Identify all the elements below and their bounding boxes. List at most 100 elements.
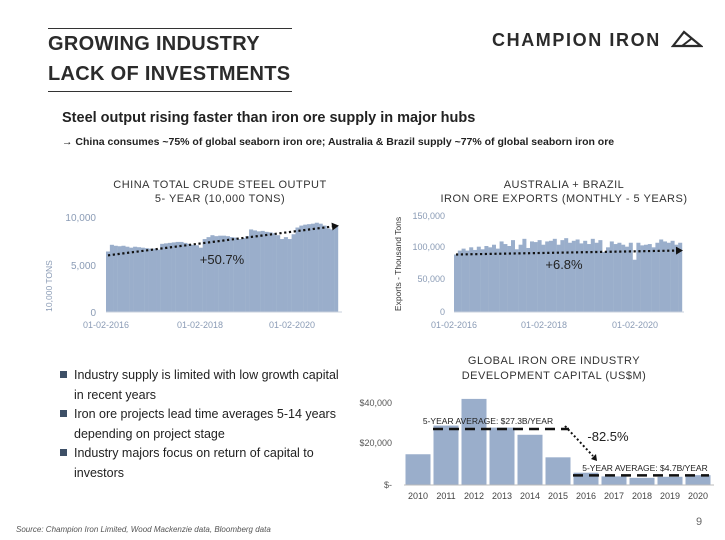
chart1-bar — [171, 242, 176, 312]
chart1-bar — [222, 235, 227, 312]
chart1-bar — [125, 246, 130, 312]
chart1-bar — [133, 246, 138, 312]
chart2-bar — [473, 249, 477, 312]
chart2-bar — [549, 240, 553, 312]
chart1-bar — [322, 225, 327, 312]
chart1-title: CHINA TOTAL CRUDE STEEL OUTPUT — [113, 179, 326, 191]
chart2-bar — [503, 244, 508, 312]
chart3-bar — [517, 434, 543, 485]
page-title-line-2: LACK OF INVESTMENTS — [48, 63, 291, 85]
chart3-xtick: 2010 — [408, 491, 428, 501]
chart1-bar — [229, 237, 234, 312]
chart1-bar — [264, 231, 269, 312]
chart3-bar — [461, 398, 487, 485]
chart1-bar — [268, 232, 273, 312]
chart1-subtitle: 5- YEAR (10,000 TONS) — [155, 193, 285, 205]
chart2-bar — [632, 259, 637, 312]
bullet-item: Industry majors focus on return of capit… — [60, 444, 340, 483]
chart1-bar — [330, 229, 335, 312]
chart2-bar — [545, 241, 550, 312]
chart1-bar — [245, 236, 250, 312]
logo-text: CHAMPION IRON — [492, 30, 661, 50]
chart2-bar — [480, 249, 485, 312]
chart1-bar — [121, 245, 126, 312]
chart3-avg1-label: 5-YEAR AVERAGE: $27.3B/YEAR — [423, 416, 553, 426]
chart2-bar — [659, 239, 664, 312]
chart1-bar — [233, 237, 238, 312]
chart3-annotation: -82.5% — [587, 429, 629, 444]
chart2-bar — [522, 238, 527, 312]
chart1-bar — [280, 239, 285, 312]
bullet-text: Industry majors focus on return of capit… — [74, 446, 314, 480]
subheadline: → China consumes ~75% of global seaborn … — [62, 136, 615, 148]
chart2-bar — [552, 238, 557, 312]
bullet-item: Iron ore projects lead time averages 5-1… — [60, 405, 340, 444]
chart3-decline-arrowhead — [591, 454, 597, 461]
chart2-ylabel: Exports - Thousand Tons — [393, 217, 403, 311]
chart1-bar — [241, 238, 246, 312]
chart2-ytick-0: 0 — [440, 307, 445, 317]
chart1-bar — [164, 243, 169, 312]
chart2-bar — [476, 246, 481, 312]
chart3-xtick: 2018 — [632, 491, 652, 501]
chart3-ytick-1: $20,000 — [359, 438, 392, 448]
chart1-xtick-1: 01-02-2018 — [177, 320, 223, 330]
chart1-bar — [194, 245, 199, 312]
chart2-bar — [670, 240, 675, 312]
chart3-bar — [545, 457, 571, 485]
chart3-xtick: 2019 — [660, 491, 680, 501]
chart3-bar — [405, 454, 431, 485]
chart1-xtick-2: 01-02-2020 — [269, 320, 315, 330]
chart3-xtick: 2020 — [688, 491, 708, 501]
chart3-xtick: 2016 — [576, 491, 596, 501]
chart1-bar — [326, 228, 331, 312]
chart2-bar — [587, 244, 591, 312]
chart1-bar — [307, 224, 312, 312]
chart2-xtick-2: 01-02-2020 — [612, 320, 658, 330]
company-logo: CHAMPION IRON — [492, 30, 705, 51]
chart2-bar — [495, 248, 500, 312]
chart1-bar — [318, 223, 323, 312]
page-number: 9 — [696, 516, 703, 528]
mountain-logo-icon — [671, 30, 705, 48]
chart1-bar — [129, 247, 134, 312]
bullet-square-icon — [60, 410, 67, 417]
chart2-bar — [564, 238, 569, 312]
chart2-bar — [511, 240, 515, 312]
chart2-bar — [556, 244, 561, 312]
chart2-title: AUSTRALIA + BRAZIL — [504, 179, 625, 191]
chart2-bar — [454, 254, 458, 312]
chart1-bar — [314, 222, 319, 312]
chart2-bar — [609, 241, 614, 312]
chart1-bar — [252, 230, 257, 312]
chart1-bar — [310, 223, 315, 312]
chart3-title: GLOBAL IRON ORE INDUSTRY — [468, 355, 640, 367]
chart3-xtick: 2012 — [464, 491, 484, 501]
chart1-bar — [202, 239, 207, 312]
chart1-bar — [295, 227, 300, 312]
chart3-avg2-label: 5-YEAR AVERAGE: $4.7B/YEAR — [582, 463, 708, 473]
exports-chart: AUSTRALIA + BRAZIL IRON ORE EXPORTS (MON… — [393, 179, 687, 330]
chart1-bar — [249, 229, 254, 312]
bullet-list: Industry supply is limited with low grow… — [60, 366, 340, 483]
chart2-bar — [674, 244, 679, 312]
chart2-bar — [492, 244, 496, 312]
chart1-bar — [106, 251, 111, 312]
chart2-bar — [533, 242, 538, 312]
chart1-bar — [276, 235, 281, 312]
chart2-bar — [640, 245, 645, 312]
chart1-ylabel: 10,000 TONS — [44, 260, 54, 312]
chart1-trend-arrowhead — [331, 222, 339, 231]
chart2-bar — [484, 246, 489, 312]
chart3-bar — [657, 476, 683, 485]
capital-chart: GLOBAL IRON ORE INDUSTRY DEVELOPMENT CAP… — [359, 355, 714, 501]
chart1-bar — [175, 241, 180, 312]
china-steel-chart: CHINA TOTAL CRUDE STEEL OUTPUT 5- YEAR (… — [44, 179, 342, 330]
chart2-bar — [647, 244, 652, 312]
chart3-bar — [601, 476, 627, 485]
chart2-xtick-1: 01-02-2018 — [521, 320, 567, 330]
chart2-bar — [613, 244, 618, 312]
chart2-bar — [655, 242, 660, 312]
chart3-bar — [629, 477, 655, 485]
chart1-bar — [260, 230, 265, 312]
